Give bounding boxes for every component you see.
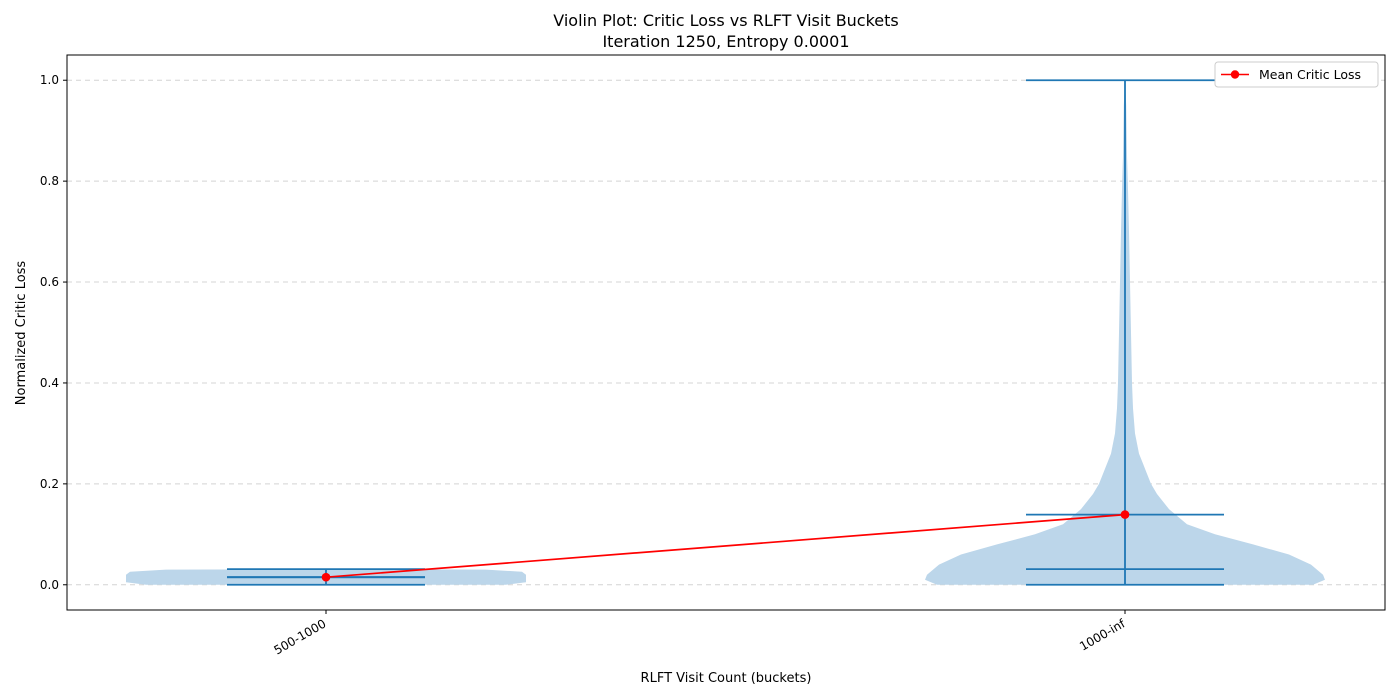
violin-stat-lines — [227, 79, 1224, 586]
chart-subtitle: Iteration 1250, Entropy 0.0001 — [602, 32, 849, 51]
y-tick-label: 0.8 — [40, 174, 59, 188]
violin-bodies — [126, 80, 1325, 585]
x-tick-label: 1000-inf — [1077, 616, 1128, 654]
legend-label: Mean Critic Loss — [1259, 67, 1361, 82]
chart-title: Violin Plot: Critic Loss vs RLFT Visit B… — [553, 11, 899, 30]
grid-lines — [67, 79, 1385, 586]
plot-frame — [66, 54, 1386, 611]
legend-box — [1214, 61, 1379, 88]
y-tick-label: 0.0 — [40, 578, 59, 592]
y-tick-label: 0.2 — [40, 477, 59, 491]
y-axis: 0.0 0.2 0.4 0.6 0.8 1.0 — [40, 73, 67, 592]
mean-line — [325, 513, 1126, 579]
x-axis: 500-1000 1000-inf — [271, 610, 1128, 657]
mean-point — [1120, 510, 1130, 519]
y-tick-label: 0.4 — [40, 376, 59, 390]
y-tick-label: 1.0 — [40, 73, 59, 87]
x-axis-label: RLFT Visit Count (buckets) — [641, 671, 812, 686]
legend: Mean Critic Loss — [1214, 61, 1379, 88]
y-axis-label: Normalized Critic Loss — [14, 261, 29, 406]
x-tick-label: 500-1000 — [271, 616, 328, 657]
y-tick-label: 0.6 — [40, 275, 59, 289]
mean-series — [321, 510, 1130, 582]
mean-point — [321, 572, 331, 582]
legend-dot-marker — [1230, 70, 1240, 79]
